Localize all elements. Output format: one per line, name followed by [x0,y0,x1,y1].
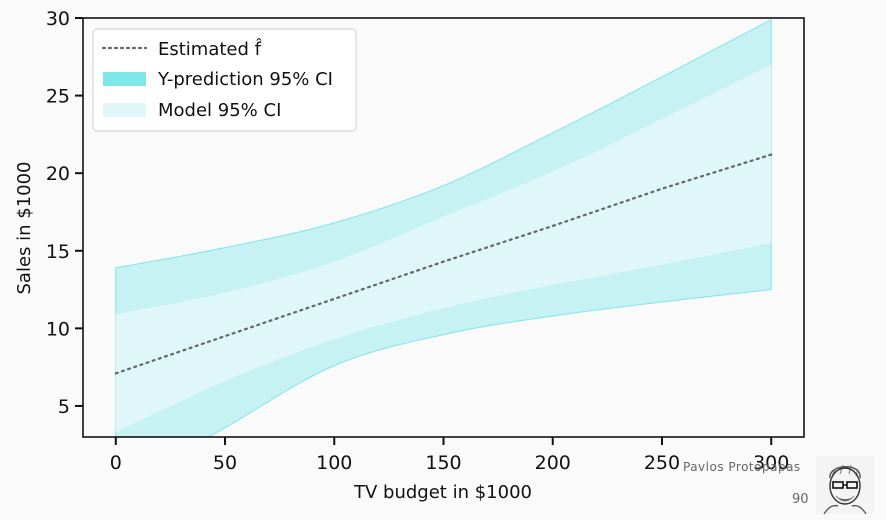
estimate-lines [114,153,773,375]
x-tick-label: 100 [316,452,352,474]
footer-author: Pavlos Protopapas [683,460,801,474]
x-tick-label: 150 [425,452,461,474]
y-axis-label: Sales in $1000 [14,161,35,294]
legend-swatch-model [103,103,146,117]
legend-swatch-prediction [103,72,146,86]
estimated-f-line [114,153,773,375]
x-tick-label: 50 [213,452,237,474]
y-tick-label: 25 [46,86,70,108]
y-tick-label: 20 [46,163,70,185]
model-ci-band [115,64,772,433]
legend-box [92,28,357,132]
y-tick-label: 15 [46,241,70,263]
y-tick-label: 5 [58,396,70,418]
legend-label-estimate: Estimated f̂ [158,39,262,60]
legend: Estimated f̂ Y-prediction 95% CI Model 9… [92,28,357,132]
page-number: 90 [792,492,809,507]
y-axis: 5 10 15 20 25 30 [46,8,83,418]
x-tick-label: 0 [110,452,122,474]
x-tick-label: 300 [753,452,789,474]
legend-label-model: Model 95% CI [158,100,281,121]
x-axis-label: TV budget in $1000 [353,482,532,503]
x-tick-label: 200 [535,452,571,474]
y-tick-label: 10 [46,318,70,340]
x-tick-label: 250 [644,452,680,474]
x-axis: 0 50 100 150 200 250 300 [110,437,789,474]
y-tick-label: 30 [46,8,70,30]
author-portrait-icon [816,456,874,514]
legend-label-prediction: Y-prediction 95% CI [157,69,333,90]
